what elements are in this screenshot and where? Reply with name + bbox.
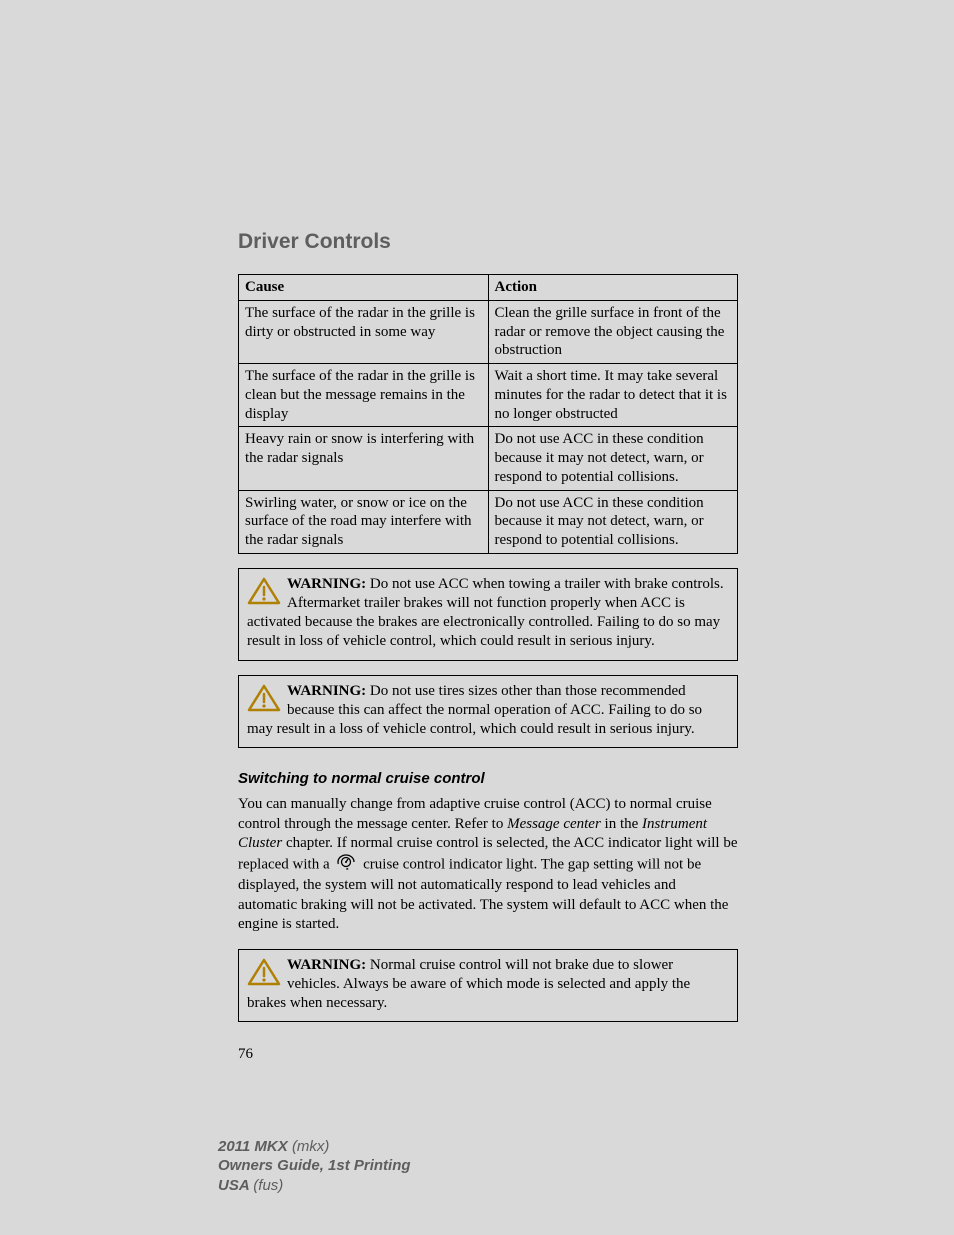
warning-icon [247,684,281,718]
warning-icon [247,958,281,992]
col-action-header: Action [488,275,738,301]
col-cause-header: Cause [239,275,489,301]
footer-model: 2011 MKX [218,1138,292,1155]
warning-box-3: WARNING: Normal cruise control will not … [238,949,738,1023]
page-number: 76 [238,1046,738,1063]
action-cell: Wait a short time. It may take several m… [488,364,738,427]
action-cell: Do not use ACC in these condition becaus… [488,490,738,553]
warning-label: WARNING: [287,576,366,592]
cause-action-table: Cause Action The surface of the radar in… [238,274,738,554]
cause-cell: The surface of the radar in the grille i… [239,364,489,427]
cause-cell: Heavy rain or snow is interfering with t… [239,427,489,490]
page: Driver Controls Cause Action The surface… [0,0,954,1235]
footer-model-code: (mkx) [292,1138,330,1155]
table-row: Swirling water, or snow or ice on the su… [239,490,738,553]
warning-label: WARNING: [287,683,366,699]
cause-cell: The surface of the radar in the grille i… [239,300,489,363]
body-paragraph: You can manually change from adaptive cr… [238,795,738,935]
subheading: Switching to normal cruise control [238,770,738,787]
warning-box-2: WARNING: Do not use tires sizes other th… [238,675,738,749]
table-row: Heavy rain or snow is interfering with t… [239,427,738,490]
footer-line-1: 2011 MKX (mkx) [218,1137,411,1157]
footer-region-code: (fus) [253,1177,283,1194]
cause-cell: Swirling water, or snow or ice on the su… [239,490,489,553]
action-cell: Do not use ACC in these condition becaus… [488,427,738,490]
content-area: Driver Controls Cause Action The surface… [238,230,738,1063]
italic-ref: Message center [507,816,601,832]
warning-icon [247,577,281,611]
table-header-row: Cause Action [239,275,738,301]
body-text: in the [601,816,642,832]
footer-line-3: USA (fus) [218,1176,411,1196]
footer-line-2: Owners Guide, 1st Printing [218,1156,411,1176]
footer: 2011 MKX (mkx) Owners Guide, 1st Printin… [218,1137,411,1196]
table-row: The surface of the radar in the grille i… [239,364,738,427]
cruise-control-icon [335,854,357,877]
section-title: Driver Controls [238,230,738,254]
footer-region: USA [218,1177,253,1194]
warning-box-1: WARNING: Do not use ACC when towing a tr… [238,568,738,661]
table-row: The surface of the radar in the grille i… [239,300,738,363]
action-cell: Clean the grille surface in front of the… [488,300,738,363]
warning-label: WARNING: [287,957,366,973]
